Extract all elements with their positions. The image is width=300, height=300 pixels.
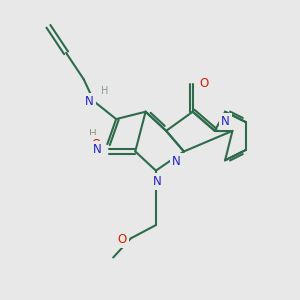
Text: O: O — [117, 233, 126, 246]
Text: O: O — [92, 138, 101, 151]
Text: O: O — [199, 77, 208, 90]
Text: N: N — [221, 115, 230, 128]
Text: N: N — [153, 175, 162, 188]
Text: N: N — [172, 155, 181, 168]
Text: N: N — [85, 95, 94, 108]
Text: H: H — [101, 86, 109, 96]
Text: H: H — [89, 129, 97, 139]
Text: N: N — [93, 143, 101, 157]
